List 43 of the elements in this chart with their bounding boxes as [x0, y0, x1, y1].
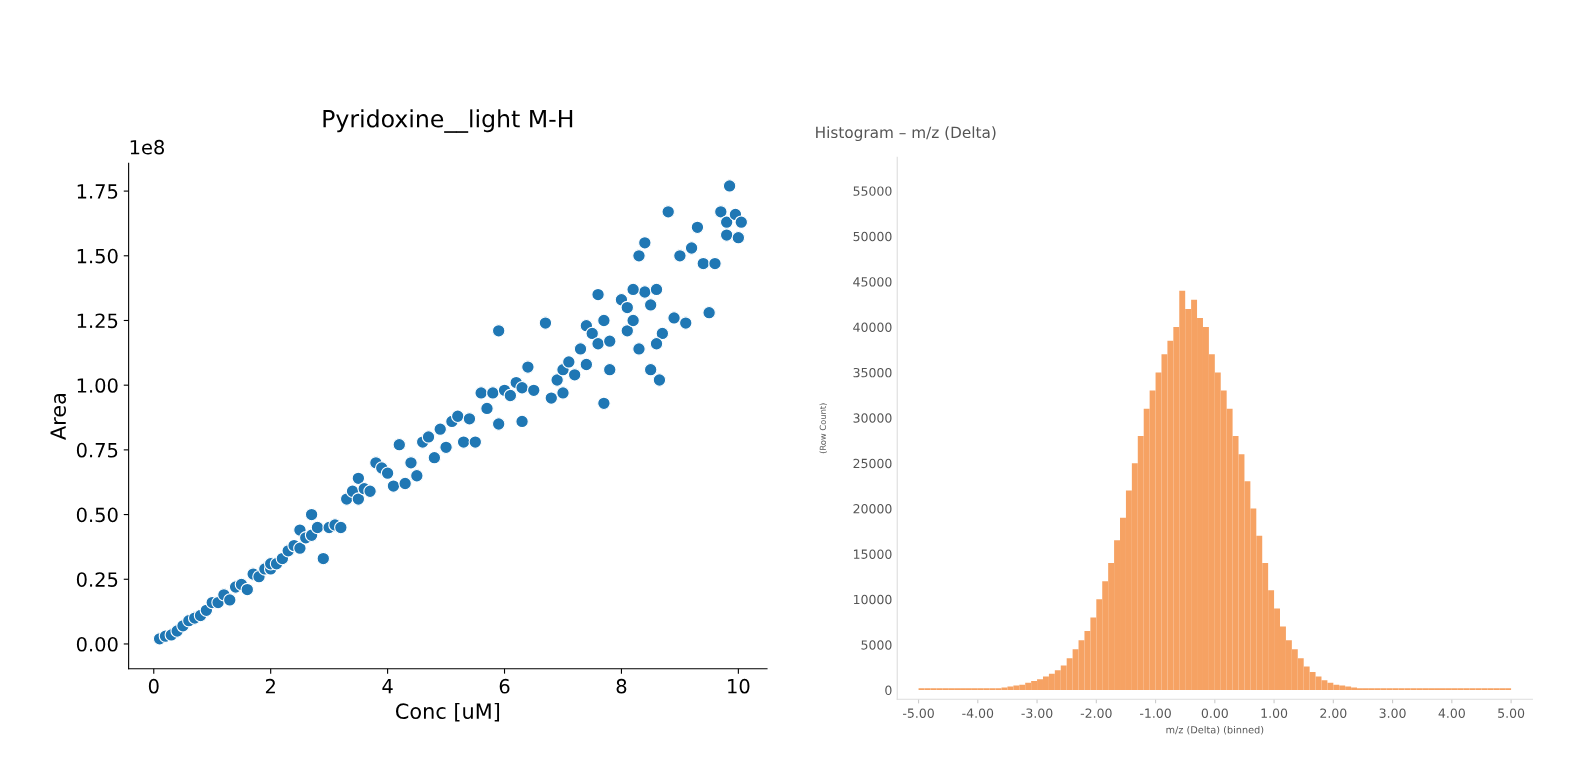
- x-tick-label: 6: [499, 678, 510, 694]
- x-tick-label: 10: [728, 678, 750, 694]
- x-tick-label: 2: [265, 678, 275, 694]
- y-tick-label: 0.75: [76, 442, 118, 458]
- y-tick-label: 25000: [853, 458, 892, 469]
- y-tick-label: 45000: [853, 277, 892, 287]
- y-tick-label: 30000: [853, 413, 892, 423]
- x-tick-label: 2.00: [1320, 708, 1347, 718]
- text: 1e8: [130, 139, 164, 155]
- y-tick-label: 40000: [853, 322, 892, 332]
- x-tick-label: 0: [148, 678, 159, 694]
- x-tick-label: 4.00: [1438, 708, 1465, 718]
- y-tick-label: 1.00: [77, 378, 118, 393]
- y-tick-label: 35000: [853, 367, 892, 378]
- chart-title: Histogram – m/z (Delta): [816, 126, 996, 142]
- x-tick-label: 0.00: [1201, 708, 1228, 718]
- x-tick-label: 3.00: [1379, 708, 1406, 718]
- y-tick-label: 20000: [853, 504, 892, 514]
- y-tick-label: 50000: [853, 231, 892, 242]
- y-tick-label: 1.25: [77, 313, 118, 329]
- y-tick-label: 1.50: [77, 248, 118, 264]
- x-tick-label: 8: [616, 678, 627, 694]
- y-axis-title: (Row Count): [819, 403, 827, 454]
- y-tick-label: 1.75: [77, 184, 118, 199]
- y-tick-label: 15000: [853, 549, 892, 559]
- y-tick-label: 55000: [853, 186, 892, 196]
- y-tick-label: 5000: [861, 640, 892, 650]
- x-axis-title: Conc [uM]: [395, 702, 500, 722]
- chart-title: Pyridoxine__light M-H: [323, 109, 573, 133]
- x-tick-label: 5.00: [1498, 708, 1525, 718]
- y-tick-label: 10000: [853, 594, 892, 605]
- x-tick-label: 1.00: [1261, 708, 1288, 718]
- x-tick-label: -2.00: [1080, 708, 1112, 718]
- y-axis-title: Area: [50, 394, 67, 440]
- y-tick-label: 0.25: [76, 572, 118, 587]
- y-tick-label: 0.50: [76, 507, 118, 523]
- x-tick-label: -5.00: [902, 708, 934, 718]
- x-axis-title: m/z (Delta) (binned): [1166, 725, 1264, 735]
- x-tick-label: 4: [382, 679, 393, 694]
- x-tick-label: -1.00: [1140, 708, 1171, 718]
- x-tick-label: -3.00: [1021, 708, 1053, 718]
- y-tick-label: 0.00: [76, 636, 118, 652]
- x-tick-label: -4.00: [962, 708, 994, 718]
